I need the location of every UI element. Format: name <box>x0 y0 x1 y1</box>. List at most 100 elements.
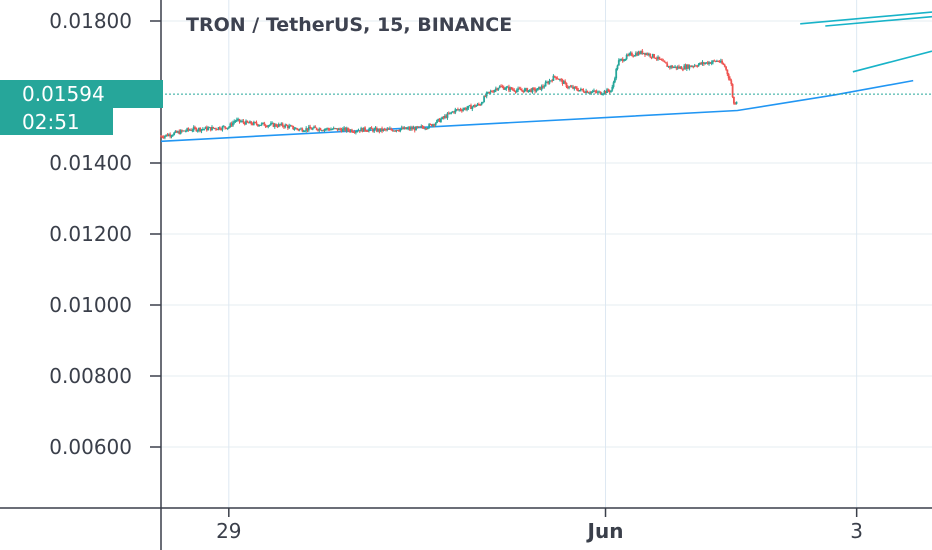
candle-body <box>445 115 448 118</box>
candle-body <box>203 128 206 130</box>
candle-body <box>183 130 186 132</box>
candle-body <box>205 127 208 131</box>
candle-body <box>335 128 338 130</box>
candle-body <box>166 134 169 137</box>
candle-body <box>562 81 565 84</box>
candle-body <box>589 92 591 94</box>
candle-body <box>531 88 534 93</box>
candle-body <box>276 126 279 128</box>
candle-body <box>173 132 175 136</box>
candle-body <box>615 69 618 79</box>
candle-body <box>587 92 590 94</box>
candle-body <box>569 86 572 88</box>
candle-body <box>341 128 344 132</box>
candle-body <box>632 55 635 57</box>
countdown-label: 02:51 <box>22 110 80 134</box>
candle-body <box>212 126 215 129</box>
candle-body <box>413 127 416 131</box>
candle-body <box>290 125 293 127</box>
candle-body <box>466 108 468 110</box>
candle-body <box>454 109 457 113</box>
candle-body <box>699 62 701 65</box>
candle-body <box>280 123 283 126</box>
candles <box>160 49 738 140</box>
candle-body <box>501 86 504 88</box>
candle-body <box>408 127 411 130</box>
candle-body <box>186 128 189 131</box>
candle-body <box>653 54 656 58</box>
candle-body <box>613 78 616 83</box>
trendline-cyan-2[interactable] <box>825 15 932 27</box>
candle-body <box>235 119 238 121</box>
candle-body <box>719 60 722 63</box>
candle-body <box>370 127 373 129</box>
candle-body <box>488 91 491 93</box>
candle-body <box>610 90 612 92</box>
candle-body <box>264 125 267 127</box>
candle-body <box>612 82 615 87</box>
candle-body <box>514 91 517 93</box>
candle-body <box>731 84 734 97</box>
candle-body <box>319 128 322 131</box>
x-tick-label: 3 <box>850 519 863 543</box>
candle-body <box>574 86 577 88</box>
candle-body <box>204 127 207 129</box>
candle-body <box>356 131 359 133</box>
candle-body <box>169 134 172 137</box>
candle-body <box>735 101 738 104</box>
candle-body <box>568 86 571 88</box>
current-price-label: 0.01594 <box>22 82 105 106</box>
candle-body <box>565 82 568 88</box>
candle-body <box>233 121 236 123</box>
candle-body <box>679 66 682 69</box>
candle-body <box>508 86 510 91</box>
candle-body <box>513 89 516 92</box>
candle-body <box>327 128 330 130</box>
candle-body <box>560 79 563 81</box>
y-axis: 0.01800 0.01400 0.01200 0.01000 0.00800 0.006… <box>49 0 162 550</box>
candle-body <box>709 62 712 64</box>
candle-body <box>519 88 522 91</box>
candle-body <box>476 103 479 106</box>
candle-body <box>364 127 366 131</box>
candle-body <box>577 89 580 92</box>
candle-body <box>523 89 526 93</box>
trendline-cyan-1[interactable] <box>800 11 932 25</box>
trendlines[interactable] <box>160 11 932 143</box>
candle-body <box>654 57 657 59</box>
candle-body <box>208 127 211 129</box>
candle-body <box>564 81 567 83</box>
candle-body <box>407 127 410 129</box>
candle-body <box>234 120 237 122</box>
candle-body <box>249 121 251 124</box>
candle-body <box>390 128 393 130</box>
candle-body <box>627 54 629 56</box>
candle-body <box>706 62 709 65</box>
candle-body <box>306 128 309 131</box>
candle-body <box>578 90 581 92</box>
candle-body <box>598 91 601 93</box>
candle-body <box>378 128 381 132</box>
candle-body <box>324 129 327 131</box>
candle-body <box>360 128 363 132</box>
candle-body <box>344 127 347 131</box>
candle-body <box>373 128 376 132</box>
candle-body <box>267 125 270 127</box>
candle-body <box>474 105 476 107</box>
trendline-cyan-3[interactable] <box>852 50 932 73</box>
candle-body <box>547 82 550 84</box>
candle-body <box>196 130 199 132</box>
candle-body <box>247 122 250 124</box>
candle-body <box>187 128 190 130</box>
candle-body <box>195 128 198 132</box>
candle-body <box>487 91 489 93</box>
candle-body <box>228 126 230 128</box>
candle-body <box>296 128 298 130</box>
trendline-blue-support[interactable] <box>160 79 914 143</box>
candle-body <box>317 129 319 131</box>
candle-body <box>646 53 649 56</box>
candle-body <box>489 91 492 93</box>
candle-body <box>468 105 471 107</box>
candle-body <box>255 122 258 125</box>
